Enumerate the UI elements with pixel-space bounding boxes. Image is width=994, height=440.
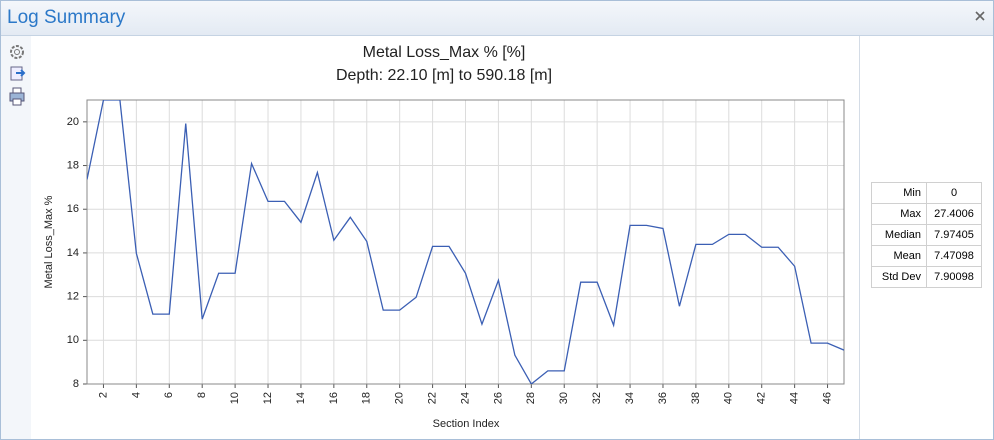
x-tick-label: 26 — [492, 392, 504, 404]
plot-frame — [86, 99, 845, 385]
x-tick-label: 22 — [426, 392, 438, 404]
stat-value: 0 — [926, 182, 982, 204]
y-axis-label: Metal Loss_Max % — [43, 195, 55, 288]
stats-row: Median 7.97405 — [871, 224, 982, 246]
stat-value: 7.97405 — [926, 224, 982, 246]
x-tick-label: 30 — [558, 392, 570, 404]
y-tick-label: 16 — [67, 203, 79, 215]
x-tick-label: 34 — [624, 392, 636, 404]
toolbar — [9, 45, 26, 106]
stat-value: 27.4006 — [926, 203, 982, 225]
y-tick-label: 8 — [73, 378, 79, 390]
x-tick-label: 32 — [591, 392, 603, 404]
y-tick-label: 14 — [67, 247, 79, 259]
x-tick-label: 16 — [328, 392, 340, 404]
stat-name: Min — [871, 182, 927, 204]
x-tick-label: 2 — [97, 392, 109, 398]
y-tick-label: 18 — [67, 159, 79, 171]
x-tick-label: 36 — [657, 392, 669, 404]
x-tick-label: 10 — [229, 392, 241, 404]
stat-value: 7.47098 — [926, 245, 982, 267]
settings-icon[interactable] — [10, 45, 24, 59]
x-tick-label: 42 — [756, 392, 768, 404]
export-icon[interactable] — [10, 66, 26, 81]
x-tick-label: 46 — [821, 392, 833, 404]
stats-row: Std Dev 7.90098 — [871, 266, 982, 288]
x-tick-label: 14 — [295, 392, 307, 404]
stat-name: Max — [871, 203, 927, 225]
stat-value: 7.90098 — [926, 266, 982, 288]
y-tick-label: 20 — [67, 116, 79, 128]
x-tick-label: 12 — [262, 392, 274, 404]
title-bar: Log Summary — [1, 1, 993, 36]
chart-subtitle: Depth: 22.10 [m] to 590.18 [m] — [336, 67, 552, 84]
x-tick-label: 8 — [196, 392, 208, 398]
x-tick-label: 4 — [130, 392, 142, 398]
x-tick-label: 38 — [690, 392, 702, 404]
stats-panel: Min 0 Max 27.4006 Median 7.97405 Mean 7.47098 St… — [859, 36, 993, 439]
chart-title: Metal Loss_Max % [%] — [363, 44, 526, 61]
x-tick-label: 28 — [525, 392, 537, 404]
x-tick-label: 40 — [723, 392, 735, 404]
x-axis-label: Section Index — [433, 418, 500, 430]
close-button[interactable] — [975, 11, 985, 21]
stats-row: Min 0 — [871, 182, 982, 204]
window-title: Log Summary — [7, 7, 126, 28]
x-tick-label: 18 — [361, 392, 373, 404]
y-tick-label: 10 — [67, 334, 79, 346]
chart: Metal Loss_Max % [%] Depth: 22.10 [m] to… — [31, 36, 859, 439]
y-tick-label: 12 — [67, 291, 79, 303]
x-tick-label: 44 — [789, 392, 801, 404]
print-icon[interactable] — [9, 87, 25, 106]
data-line — [87, 100, 844, 384]
chart-background — [31, 36, 859, 439]
stats-row: Mean 7.47098 — [871, 245, 982, 267]
x-tick-label: 24 — [459, 392, 471, 404]
stat-name: Std Dev — [871, 266, 927, 288]
stats-row: Max 27.4006 — [871, 203, 982, 225]
stat-name: Median — [871, 224, 927, 246]
stat-name: Mean — [871, 245, 927, 267]
x-tick-label: 6 — [163, 392, 175, 398]
x-tick-label: 20 — [394, 392, 406, 404]
stats-table: Min 0 Max 27.4006 Median 7.97405 Mean 7.47098 St… — [871, 182, 982, 288]
